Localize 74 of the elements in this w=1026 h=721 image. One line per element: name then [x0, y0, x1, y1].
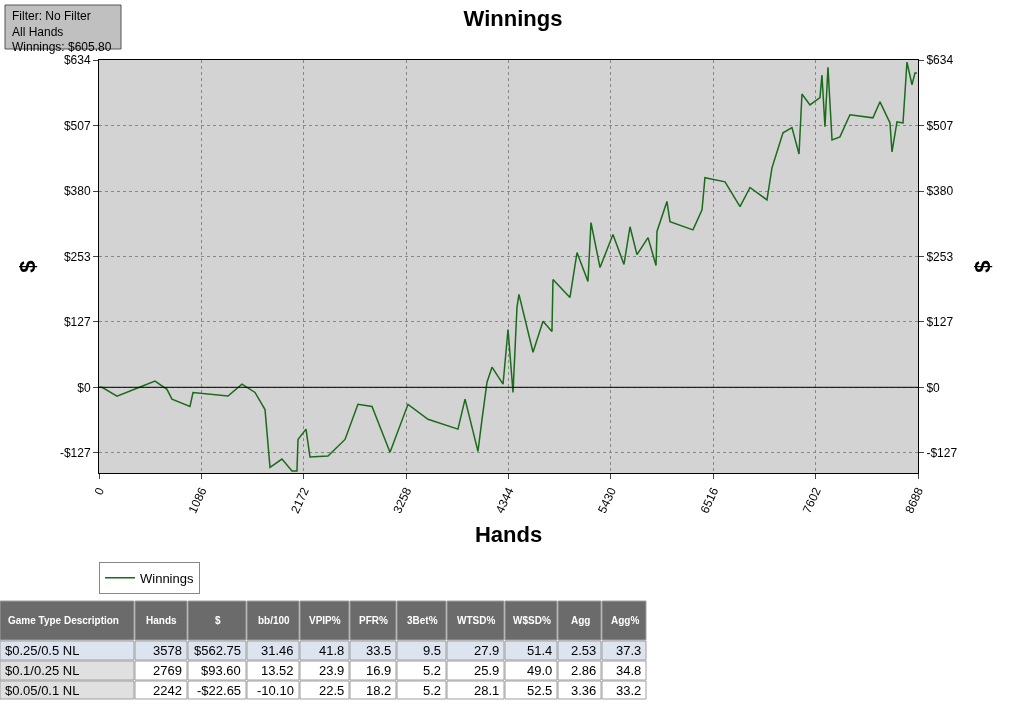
- legend-label: Winnings: [140, 570, 194, 586]
- text: 52.5: [527, 683, 553, 698]
- text: 33.5: [366, 643, 392, 658]
- text: Hands: [146, 615, 177, 626]
- x-tick-label: 1086: [185, 485, 210, 516]
- text: WTSD%: [457, 615, 496, 626]
- text: Game Type Description: [8, 615, 119, 626]
- y2-axis-title: $: [970, 260, 996, 273]
- x-tick-label: 8688: [902, 485, 927, 516]
- x-tick-label: 6516: [697, 485, 722, 516]
- text: 27.9: [474, 643, 500, 658]
- y-tick-label: $380: [63, 184, 91, 199]
- text: 18.2: [366, 683, 392, 698]
- text: 22.5: [319, 683, 345, 698]
- text: Agg: [571, 615, 591, 626]
- text: Agg%: [611, 615, 640, 626]
- text: 2242: [153, 683, 182, 698]
- text: 23.9: [319, 663, 345, 678]
- y-tick-label: $253: [63, 249, 91, 264]
- text: 5.2: [423, 683, 442, 698]
- text: $562.75: [194, 643, 241, 658]
- x-tick-label: 0: [91, 485, 108, 498]
- x-tick-label: 3258: [390, 485, 415, 516]
- text: -$22.65: [197, 683, 242, 698]
- y2-tick-label: -$127: [926, 446, 958, 461]
- text: 16.9: [366, 663, 392, 678]
- y-tick-label: $0: [77, 380, 91, 395]
- text: W$SD%: [513, 615, 551, 626]
- text: 9.5: [423, 643, 442, 658]
- text: 3.36: [571, 683, 597, 698]
- text: $0.05/0.1 NL: [5, 683, 80, 698]
- text: PFR%: [359, 615, 388, 626]
- text: 51.4: [527, 643, 553, 658]
- text: $: [215, 615, 221, 626]
- text: 41.8: [319, 643, 345, 658]
- x-tick-label: 7602: [799, 485, 824, 516]
- y2-tick-label: $127: [926, 314, 954, 329]
- text: 2769: [153, 663, 182, 678]
- text: -10.10: [257, 683, 294, 698]
- x-tick-label: 2172: [287, 485, 313, 516]
- text: $0.1/0.25 NL: [5, 663, 80, 678]
- text: 2.86: [571, 663, 597, 678]
- text: $93.60: [201, 663, 241, 678]
- y-tick-label: $127: [63, 314, 91, 329]
- text: VPIP%: [309, 615, 341, 626]
- y-tick-label: $507: [63, 118, 91, 133]
- y-axis-title: $: [14, 260, 40, 273]
- y-tick-label: -$127: [59, 446, 91, 461]
- x-tick-label: 5430: [595, 485, 620, 516]
- chart-title: Winnings: [463, 5, 563, 31]
- text: 34.8: [616, 663, 642, 678]
- x-tick-label: 4344: [492, 485, 517, 516]
- y2-tick-label: $253: [926, 249, 954, 264]
- x-axis-title: Hands: [474, 522, 543, 548]
- text: 3Bet%: [407, 615, 438, 626]
- text: 5.2: [423, 663, 442, 678]
- y-tick-label: $634: [63, 53, 91, 68]
- text: 31.46: [261, 643, 294, 658]
- y2-tick-label: $507: [926, 118, 954, 133]
- text: 25.9: [474, 663, 500, 678]
- text: 28.1: [474, 683, 500, 698]
- text: 33.2: [616, 683, 642, 698]
- text: $0.25/0.5 NL: [5, 643, 80, 658]
- text: 49.0: [527, 663, 553, 678]
- y2-tick-label: $634: [926, 53, 954, 68]
- text: 3578: [153, 643, 182, 658]
- text: 2.53: [571, 643, 597, 658]
- y2-tick-label: $0: [926, 380, 941, 395]
- line-series: [99, 61, 918, 472]
- text: 13.52: [261, 663, 294, 678]
- text: Filter: No Filter All Hands Winnings: $605.80: [12, 9, 112, 55]
- y2-tick-label: $380: [926, 184, 954, 199]
- text: bb/100: [258, 615, 291, 626]
- text: 37.3: [616, 643, 642, 658]
